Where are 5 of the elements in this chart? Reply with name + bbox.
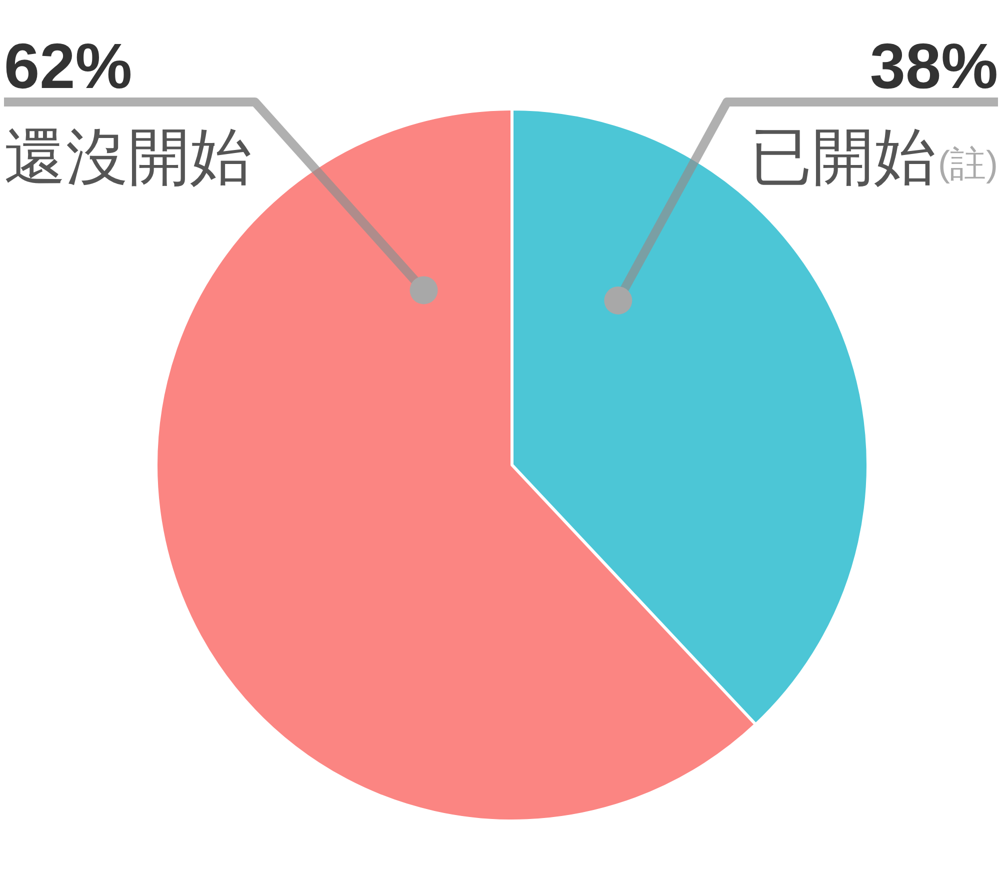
data-label: 62% — [4, 30, 132, 102]
slice-label: 已開始 — [750, 123, 936, 192]
text: (註) — [938, 143, 998, 184]
data-label: 38% — [870, 30, 998, 102]
slice-label: 還沒開始 — [4, 123, 252, 192]
